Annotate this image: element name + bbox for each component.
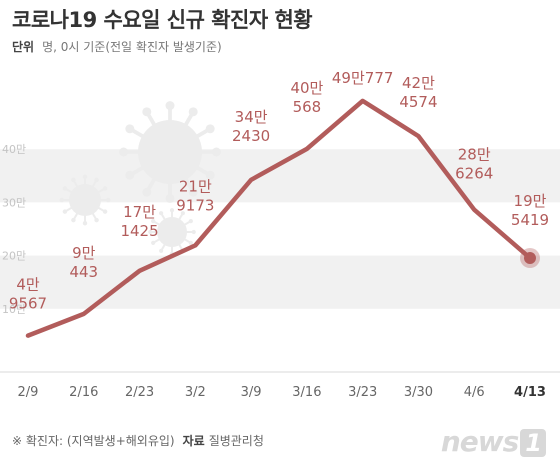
data-label: 2430	[232, 127, 270, 145]
news1-logo: news 1	[441, 425, 546, 458]
data-label: 40만	[290, 79, 323, 97]
y-tick-label: 30만	[2, 196, 26, 209]
y-tick-label: 10만	[2, 303, 26, 316]
unit-label: 단위	[12, 40, 35, 54]
x-tick-label: 2/9	[18, 385, 39, 400]
x-tick-label: 3/30	[404, 385, 433, 400]
x-tick-label: 2/23	[125, 385, 154, 400]
x-tick-label: 4/13	[514, 385, 546, 400]
data-label: 568	[293, 98, 322, 116]
data-label: 42만	[402, 74, 435, 92]
x-tick-label: 4/6	[464, 385, 485, 400]
last-point-marker	[524, 252, 536, 265]
y-tick-label: 40만	[2, 143, 26, 156]
x-tick-label: 3/23	[348, 385, 377, 400]
virus-icon	[59, 174, 111, 226]
data-label: 28만	[458, 146, 491, 164]
source-text: 질병관리청	[208, 434, 264, 448]
data-label: 21만	[179, 177, 212, 195]
virus-icon	[148, 208, 196, 256]
data-label: 9만	[72, 244, 96, 262]
data-label: 1425	[120, 222, 158, 240]
logo-badge: 1	[520, 429, 546, 457]
data-label: 9567	[9, 295, 47, 313]
data-label: 34만	[235, 108, 268, 126]
x-tick-label: 2/16	[69, 385, 98, 400]
data-label: 9173	[176, 196, 214, 214]
virus-icon	[119, 101, 221, 203]
data-label: 49만777	[332, 70, 394, 87]
data-label: 4만	[16, 276, 40, 294]
footer: ※ 확진자: (지역발생+해외유입) 자료 질병관리청	[12, 432, 264, 449]
footnote: ※ 확진자: (지역발생+해외유입)	[12, 434, 175, 448]
unit-row: 단위 명, 0시 기준(전일 확진자 발생기준)	[12, 38, 222, 55]
data-label: 17만	[123, 203, 156, 221]
unit-text: 명, 0시 기준(전일 확진자 발생기준)	[42, 40, 222, 54]
x-tick-label: 3/9	[241, 385, 262, 400]
data-label: 4574	[399, 93, 437, 111]
data-label: 443	[69, 263, 98, 281]
series-line	[25, 98, 533, 338]
background-band	[0, 255, 560, 309]
logo-text: news	[440, 425, 519, 458]
source-label: 자료	[182, 434, 205, 448]
data-label: 6264	[455, 165, 493, 183]
y-tick-label: 20만	[2, 250, 26, 263]
x-tick-label: 3/16	[292, 385, 321, 400]
x-tick-label: 3/2	[185, 385, 206, 400]
data-label: 5419	[511, 211, 549, 229]
data-label: 19만	[514, 192, 547, 210]
chart-title: 코로나19 수요일 신규 확진자 현황	[12, 8, 313, 32]
